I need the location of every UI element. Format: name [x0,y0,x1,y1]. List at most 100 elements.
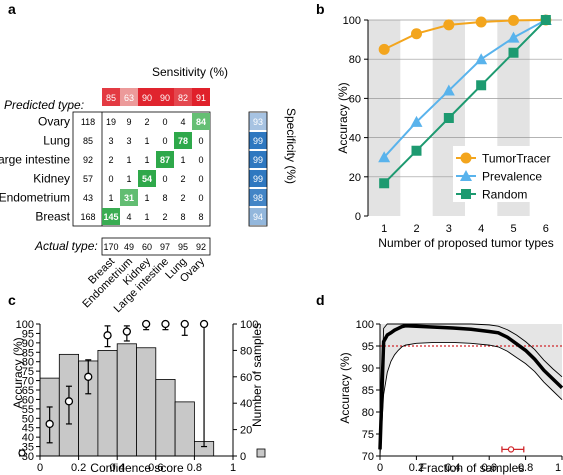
x-tick-label: 0 [37,462,43,474]
accuracy-point [180,319,189,329]
matrix-value: 78 [178,136,188,146]
diagonal-cell [156,151,174,168]
panel-c-xlabel: Confidence score [90,461,184,475]
data-point [379,178,390,189]
row-type-label: Large intestine [0,153,70,167]
panel-d-ylabel: Accuracy (%) [338,352,352,423]
histogram-bar [116,343,137,457]
specificity-frame [248,111,268,227]
y-tick-label: 85 [362,385,374,397]
y-tick-label: 100 [343,15,361,27]
y-left-tick-label: 40 [22,432,34,444]
sensitivity-value: 63 [124,93,134,103]
y-left-tick-label: 75 [22,366,34,378]
sensitivity-cell [192,88,210,106]
row-type-label: Kidney [33,172,70,186]
series-line [383,19,547,158]
y-left-tick-label: 35 [22,442,34,454]
specificity-value: 98 [253,193,263,203]
data-point [540,15,551,25]
y-left-tick-label: 100 [16,319,34,331]
y-right-tick-label: 20 [240,425,252,437]
matrix-value: 1 [126,174,131,184]
data-point [411,28,422,40]
diagonal-cell [138,170,156,187]
y-left-tick-label: 45 [22,423,34,435]
y-tick-label: 90 [362,363,374,375]
x-tick-label: 0.8 [187,462,202,474]
panel-label-c: c [8,292,16,308]
matrix-value: 1 [144,155,149,165]
matrix-value: 145 [103,212,118,222]
panel-b-line-chart: Number of proposed tumor types Accuracy … [336,14,563,250]
y-left-tick-label: 90 [22,338,34,350]
accuracy-point [45,419,54,429]
actual-type-label: Actual type: [34,239,98,253]
row-type-label: Ovary [38,115,70,129]
x-tick-label: 0.4 [110,462,125,474]
sensitivity-value: 82 [178,93,188,103]
row-total: 57 [83,174,93,184]
matrix-value: 8 [162,193,167,203]
matrix-value: 2 [108,155,113,165]
matrix-value: 9 [126,117,131,127]
matrix-value: 3 [126,136,131,146]
panel-d-xlabel: Fraction of samples [420,461,525,475]
actual-total: 60 [142,242,152,252]
y-tick-label: 75 [362,429,374,441]
diagonal-cell [120,189,138,206]
specificity-value: 93 [253,117,263,127]
actual-total: 95 [178,242,188,252]
sensitivity-cell [156,88,174,106]
y-tick-label: 100 [356,319,374,331]
matrix-value: 1 [108,193,113,203]
specificity-cell [249,208,267,225]
data-point [443,19,455,31]
matrix-value: 0 [198,174,203,184]
row-type-label: Lung [43,134,70,148]
sensitivity-cell [138,88,156,106]
sensitivity-cell [174,88,192,106]
y-left-tick-label: 60 [22,394,34,406]
below-curve-fill [380,342,562,456]
data-point [378,151,391,163]
y-left-tick-label: 65 [22,385,34,397]
sensitivity-value: 90 [160,93,170,103]
data-point [508,14,519,26]
panel-label-b: b [316,1,325,17]
y-tick-label: 95 [362,341,374,353]
matrix-value: 0 [162,117,167,127]
specificity-value: 99 [253,136,263,146]
specificity-cell [249,189,267,206]
x-tick-label: 1 [381,223,387,235]
matrix-value: 0 [198,193,203,203]
matrix-value: 2 [180,193,185,203]
matrix-frame [72,111,211,227]
row-total: 168 [80,212,95,222]
matrix-value: 0 [198,155,203,165]
matrix-value: 2 [162,212,167,222]
specificity-value: 99 [253,155,263,165]
x-tick-label: 0.6 [482,462,497,474]
x-tick-label: 0.4 [445,462,460,474]
y-tick-label: 80 [362,407,374,419]
x-tick-label: 0 [377,462,383,474]
x-tick-label: 4 [478,223,484,235]
sensitivity-cell [102,88,120,106]
x-tick-label: 5 [510,223,516,235]
legend-marker [460,170,472,181]
accuracy-point [141,319,151,329]
row-total: 92 [83,155,93,165]
matrix-value: 3 [108,136,113,146]
accuracy-point [161,319,170,329]
matrix-value: 4 [180,117,185,127]
specificity-label: Specificity (%) [284,108,298,184]
data-point [475,53,488,65]
predicted-type-label: Predicted type: [4,98,84,112]
panel-label-d: d [316,292,325,308]
actual-total: 97 [160,242,170,252]
x-tick-label: 0.2 [71,462,86,474]
series-line [383,19,547,184]
histogram-bar [155,379,176,457]
